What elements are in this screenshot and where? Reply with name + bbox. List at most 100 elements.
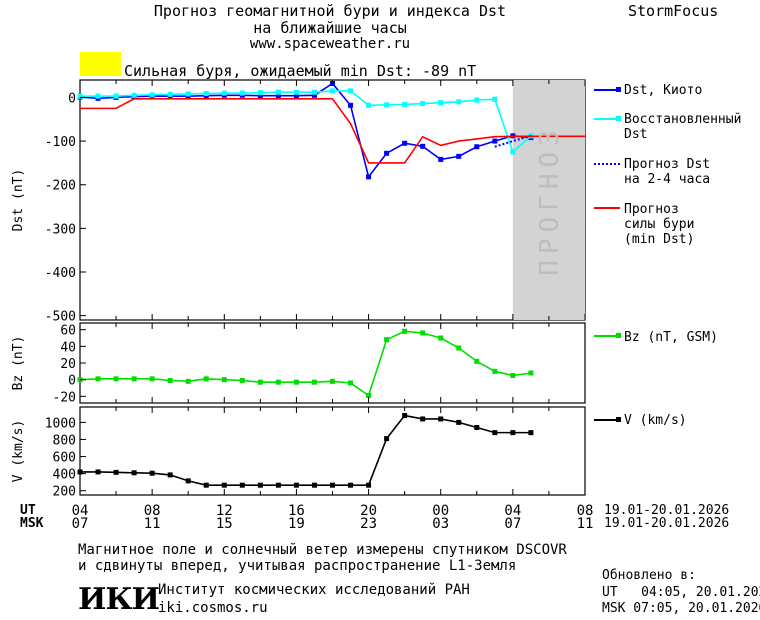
data-point xyxy=(185,91,191,97)
series-line-0-3 xyxy=(80,97,585,164)
data-point xyxy=(384,436,390,442)
data-point xyxy=(366,482,372,488)
data-point xyxy=(402,101,408,107)
y-tick-label: 400 xyxy=(53,468,76,483)
data-point xyxy=(528,430,534,436)
y-axis-label: Dst (nT) xyxy=(11,169,26,232)
dst-panel-frame xyxy=(79,79,586,321)
data-point xyxy=(420,101,426,107)
data-point xyxy=(221,90,227,96)
data-point xyxy=(131,470,137,476)
data-point xyxy=(131,92,137,98)
data-point xyxy=(311,89,317,95)
data-point xyxy=(510,149,516,155)
ut-axis-label: UT xyxy=(20,503,36,518)
legend-swatch-restored-dst xyxy=(594,116,621,121)
updated-msk: MSK 07:05, 20.01.2026 xyxy=(602,601,760,616)
data-point xyxy=(167,472,173,478)
legend-restored-line2: Dst xyxy=(624,127,648,142)
y-tick-label: -400 xyxy=(45,266,76,281)
msk-date-range: 19.01-20.01.2026 xyxy=(604,516,730,531)
data-point xyxy=(311,92,317,98)
data-point xyxy=(402,328,408,334)
data-point xyxy=(185,378,191,384)
data-point xyxy=(474,358,480,364)
legend-swatch-v xyxy=(594,417,621,422)
legend-forecast-line2: на 2-4 часа xyxy=(624,172,711,187)
ut-tick-label: 20 xyxy=(360,503,377,519)
data-point xyxy=(492,430,498,436)
legend-swatches xyxy=(594,87,621,338)
data-point xyxy=(113,376,119,382)
ut-tick-label: 04 xyxy=(72,503,89,519)
y-tick-label: 60 xyxy=(60,324,76,339)
ut-tick-label: 04 xyxy=(504,503,521,519)
data-point xyxy=(456,419,462,425)
data-point xyxy=(113,469,119,475)
data-point xyxy=(221,377,227,383)
data-point xyxy=(293,482,299,488)
data-point xyxy=(275,89,281,95)
data-point xyxy=(275,379,281,385)
institute-url[interactable]: iki.cosmos.ru xyxy=(158,600,268,616)
data-point xyxy=(239,482,245,488)
data-point xyxy=(203,482,209,488)
data-point xyxy=(348,88,354,94)
data-point xyxy=(293,379,299,385)
v-panel-frame xyxy=(79,406,586,496)
data-point xyxy=(77,469,83,475)
msk-axis-label: MSK xyxy=(20,516,44,531)
y-tick-label: 20 xyxy=(60,357,76,372)
data-point xyxy=(330,88,335,94)
footer-note-line2: и сдвинуты вперед, учитывая распростране… xyxy=(78,558,517,574)
data-point xyxy=(384,150,390,156)
ut-date-range: 19.01-20.01.2026 xyxy=(604,503,730,518)
data-point xyxy=(149,470,155,476)
y-tick-label: -500 xyxy=(45,310,76,325)
storm-status-indicator xyxy=(80,52,121,76)
msk-tick-label: 15 xyxy=(216,516,233,532)
data-point xyxy=(492,138,498,144)
updated-label: Обновлено в: xyxy=(602,568,696,583)
series-line-1-0 xyxy=(79,330,532,397)
data-point xyxy=(474,425,480,431)
legend-restored-line1: Восстановленный xyxy=(624,112,742,127)
legend-bz: Bz (nT, GSM) xyxy=(624,330,718,345)
data-point xyxy=(149,92,155,98)
data-point xyxy=(95,469,101,475)
footer-note-line1: Магнитное поле и солнечный ветер измерен… xyxy=(78,542,567,558)
institute-name: Институт космических исследований РАН xyxy=(158,582,470,598)
data-point xyxy=(257,482,263,488)
legend-storm-line3: (min Dst) xyxy=(624,232,695,247)
chart-title-line1: Прогноз геомагнитной бури и индекса Dst xyxy=(153,2,507,20)
data-point xyxy=(456,153,462,159)
iki-logo: ИКИ xyxy=(78,582,160,617)
data-point xyxy=(131,376,137,382)
y-tick-label: 200 xyxy=(53,485,76,500)
data-point xyxy=(474,97,480,103)
site-url[interactable]: www.spaceweather.ru xyxy=(249,36,411,52)
storm-status-text: Сильная буря, ожидаемый min Dst: -89 nT xyxy=(124,62,477,80)
series-line-0-1 xyxy=(80,90,532,154)
y-tick-label: -200 xyxy=(45,179,76,194)
y-tick-label: 800 xyxy=(53,433,76,448)
y-axis-label: Bz (nT) xyxy=(11,336,26,391)
ut-tick-label: 12 xyxy=(216,503,233,519)
data-point xyxy=(510,430,516,436)
msk-tick-label: 23 xyxy=(360,516,377,532)
data-point xyxy=(384,337,390,343)
data-point xyxy=(311,379,317,385)
msk-tick-label: 07 xyxy=(504,516,521,532)
legend-storm-line1: Прогноз xyxy=(624,202,679,217)
ut-tick-label: 16 xyxy=(288,503,305,519)
y-tick-label: 600 xyxy=(53,451,76,466)
series-line-0-0 xyxy=(79,82,531,179)
data-point xyxy=(311,482,317,488)
data-point xyxy=(492,368,498,374)
y-tick-label: -300 xyxy=(45,222,76,237)
y-axis-label: V (km/s) xyxy=(11,420,26,483)
data-point xyxy=(257,93,263,99)
data-point xyxy=(293,89,299,95)
data-point xyxy=(420,143,426,149)
